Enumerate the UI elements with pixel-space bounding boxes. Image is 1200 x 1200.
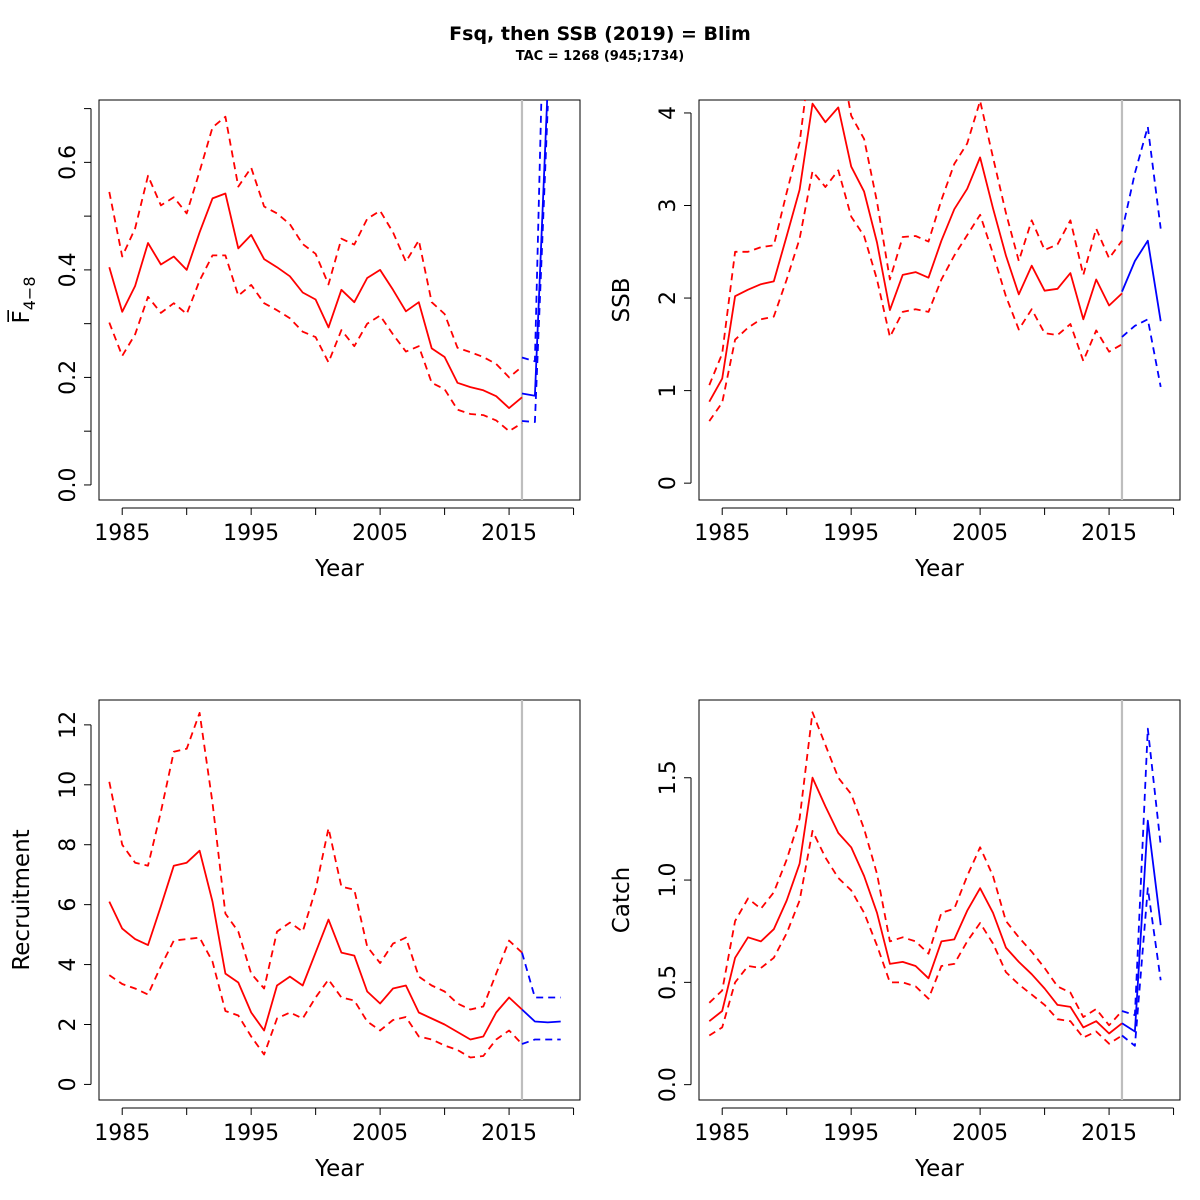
- projection-line: [1121, 239, 1162, 322]
- x-tick-label: 1985: [694, 521, 750, 546]
- estimate-bound-line: [708, 711, 1123, 1027]
- y-tick-label: 4: [656, 106, 681, 120]
- x-tick-label: 2015: [481, 1121, 537, 1146]
- estimate-line: [108, 849, 523, 1041]
- y-tick-label: 6: [56, 898, 81, 912]
- estimate-bound-line: [108, 936, 523, 1059]
- x-axis-label: Year: [914, 556, 964, 582]
- y-tick-label: 0.4: [56, 252, 81, 287]
- x-tick-label: 1985: [94, 521, 150, 546]
- y-tick-label: 0: [656, 476, 681, 490]
- x-tick-label: 1995: [823, 521, 879, 546]
- y-tick-label: 1.5: [656, 760, 681, 795]
- y-tick-label: 0.6: [56, 145, 81, 180]
- projection-line: [1121, 819, 1162, 1033]
- x-tick-label: 2005: [952, 1121, 1008, 1146]
- estimate-line: [708, 102, 1123, 403]
- figure-title: Fsq, then SSB (2019) = Blim: [449, 23, 751, 45]
- projection-bound-line: [1121, 887, 1162, 1047]
- y-tick-label: 12: [56, 711, 81, 739]
- y-axis-label: SSB: [609, 278, 635, 323]
- panel-ssb: 1985 1995 2005 2015 0 1 2 3 4 Year SSB: [609, 99, 1181, 582]
- x-tick-label: 2015: [1081, 521, 1137, 546]
- x-tick-label: 1985: [694, 1121, 750, 1146]
- y-tick-label: 1.0: [656, 863, 681, 898]
- figure-subtitle: TAC = 1268 (945;1734): [516, 49, 685, 64]
- y-axis-label: Recruitment: [9, 829, 35, 970]
- y-tick-label: 0.5: [656, 965, 681, 1000]
- estimate-bound-line: [708, 100, 1123, 386]
- y-tick-label: 10: [56, 771, 81, 799]
- estimate-bound-line: [108, 254, 523, 433]
- panel-catch: 1985 1995 2005 2015 0.0 0.5 1.0 1.5 Year Catch: [609, 699, 1181, 1182]
- estimate-bound-line: [708, 830, 1123, 1045]
- projection-bound-line: [1121, 727, 1162, 1016]
- estimate-bound-line: [108, 115, 523, 379]
- projection-bound-line: [521, 105, 549, 423]
- y-axis-label: F̅4−8: [7, 277, 39, 324]
- y-axis-label-subscript: 4−8: [20, 277, 39, 311]
- x-tick-label: 1995: [223, 1121, 279, 1146]
- x-tick-label: 1985: [94, 1121, 150, 1146]
- x-tick-label: 1995: [223, 521, 279, 546]
- x-tick-label: 2005: [352, 521, 408, 546]
- x-axis-label: Year: [314, 1156, 364, 1182]
- projection-bound-line: [1121, 318, 1162, 388]
- estimate-bound-line: [108, 712, 523, 1011]
- panel-recruitment: 1985 1995 2005 2015 0 2 4 6 8 10 12 Year Recruitment: [9, 699, 581, 1182]
- x-tick-label: 2015: [481, 521, 537, 546]
- y-tick-label: 4: [56, 958, 81, 972]
- y-tick-label: 0.0: [56, 467, 81, 502]
- y-tick-label: 1: [656, 384, 681, 398]
- panel-f-bar: 1985 1995 2005 2015 0.0 0.2 0.4 0.6 Year F̅4−8: [7, 99, 581, 582]
- projection-bound-line: [1121, 125, 1162, 232]
- y-tick-label: 2: [656, 291, 681, 305]
- projection-bound-line: [521, 100, 543, 363]
- plot-frame: [698, 99, 1181, 501]
- projection-line: [521, 1008, 561, 1024]
- estimate-line: [108, 192, 523, 410]
- x-tick-label: 2005: [952, 521, 1008, 546]
- y-tick-label: 2: [56, 1017, 81, 1031]
- y-tick-label: 8: [56, 838, 81, 852]
- estimate-line: [708, 776, 1123, 1035]
- y-tick-label: 0.2: [56, 360, 81, 395]
- y-tick-label: 0: [56, 1077, 81, 1091]
- plot-frame: [698, 699, 1181, 1101]
- estimate-bound-line: [708, 169, 1123, 422]
- x-tick-label: 2015: [1081, 1121, 1137, 1146]
- x-axis-label: Year: [914, 1156, 964, 1182]
- y-tick-label: 0.0: [656, 1067, 681, 1102]
- projection-bound-line: [521, 952, 561, 999]
- y-axis-label: Catch: [609, 867, 635, 933]
- projection-bound-line: [521, 1038, 561, 1045]
- y-tick-label: 3: [656, 199, 681, 213]
- projection-line: [521, 100, 549, 397]
- x-tick-label: 1995: [823, 1121, 879, 1146]
- plot-frame: [98, 99, 581, 501]
- x-axis-label: Year: [314, 556, 364, 582]
- x-tick-label: 2005: [352, 1121, 408, 1146]
- plot-frame: [98, 699, 581, 1101]
